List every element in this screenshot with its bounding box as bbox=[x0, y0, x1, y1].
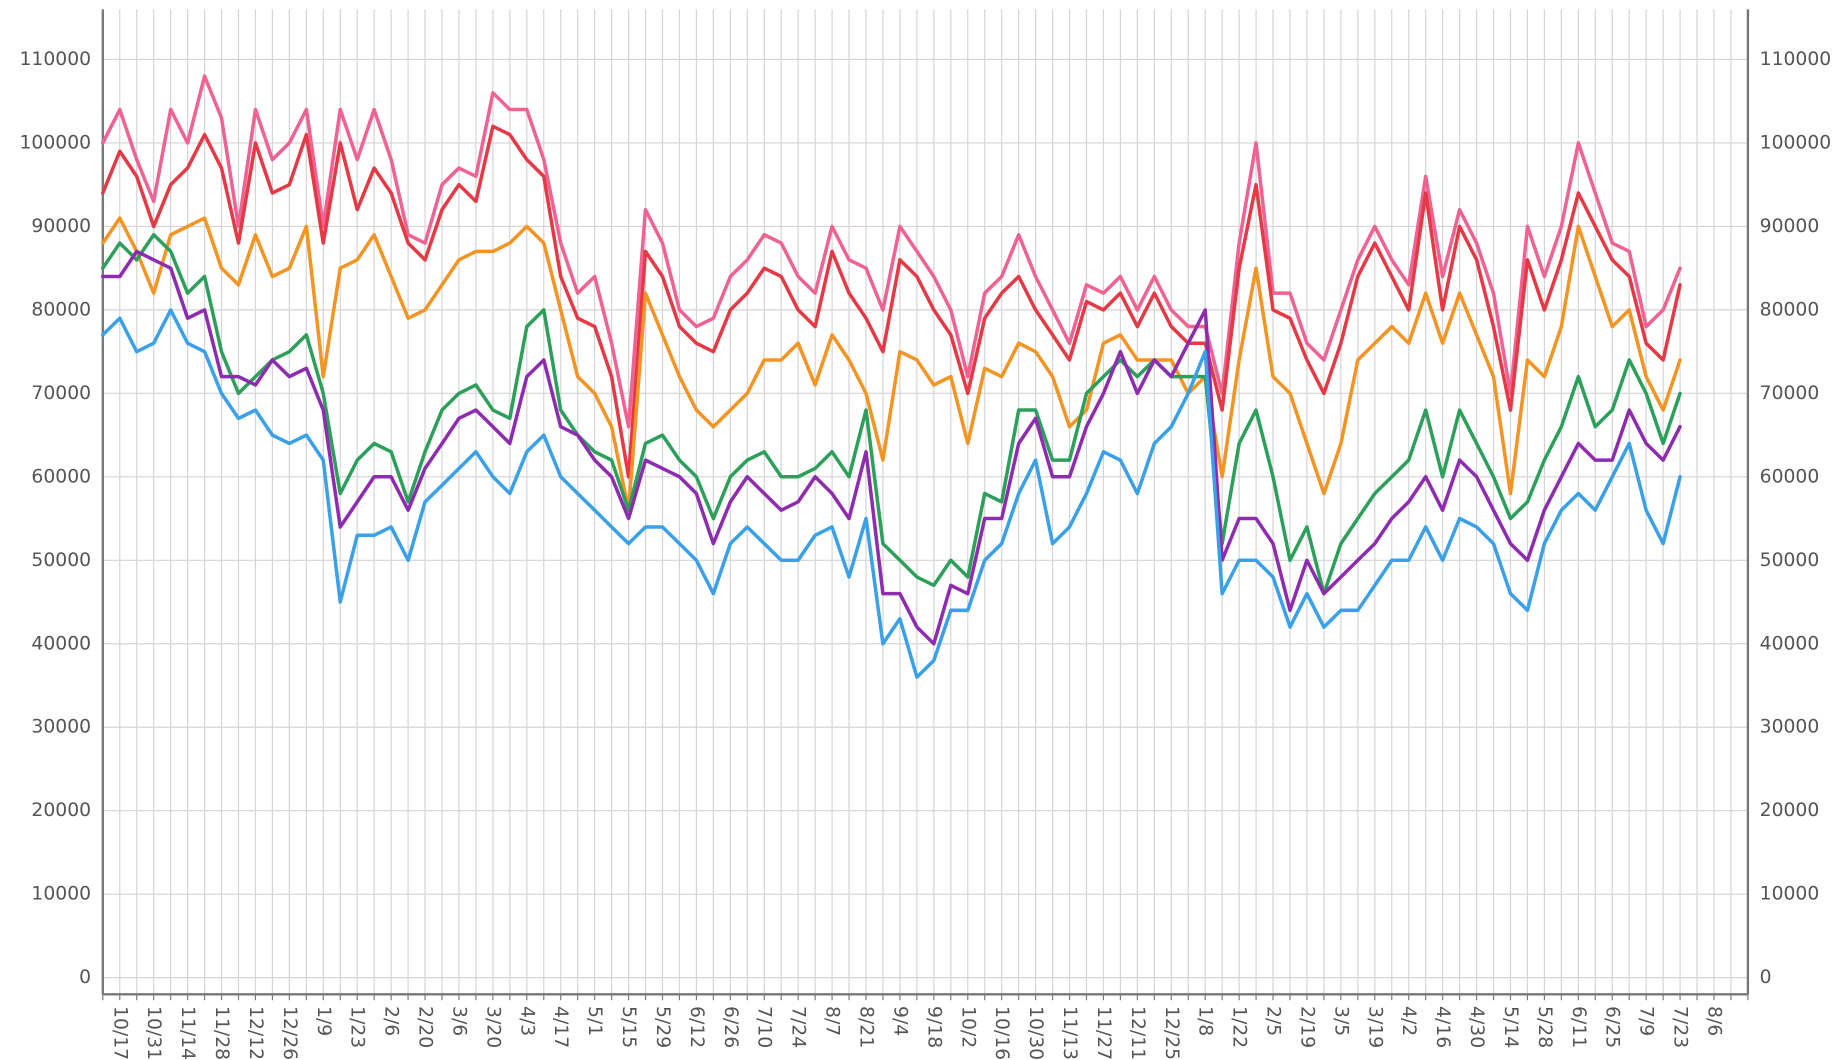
x-tick-label: 5/15 bbox=[618, 1006, 639, 1048]
x-tick-label: 4/17 bbox=[550, 1006, 571, 1048]
x-tick-label: 8/6 bbox=[1703, 1006, 1724, 1036]
x-tick-label: 11/13 bbox=[1059, 1006, 1080, 1060]
y2-tick-label: 90000 bbox=[1760, 216, 1820, 237]
x-tick-label: 2/20 bbox=[415, 1006, 436, 1048]
y-tick-label: 20000 bbox=[31, 800, 91, 821]
x-tick-label: 6/25 bbox=[1602, 1006, 1623, 1048]
y-tick-label: 110000 bbox=[20, 49, 92, 70]
x-tick-label: 8/21 bbox=[856, 1006, 877, 1048]
y-tick-label: 50000 bbox=[31, 550, 91, 571]
y-tick-label: 10000 bbox=[31, 884, 91, 905]
series-line bbox=[101, 308, 1682, 679]
y2-tick-label: 100000 bbox=[1760, 132, 1832, 153]
x-tick-label: 5/1 bbox=[584, 1006, 605, 1036]
x-tick-label: 1/23 bbox=[347, 1006, 368, 1048]
x-tick-label: 10/17 bbox=[109, 1006, 130, 1060]
x-tick-label: 6/11 bbox=[1568, 1006, 1589, 1048]
x-tick-label: 3/20 bbox=[482, 1006, 503, 1048]
x-tick-label: 2/5 bbox=[1263, 1006, 1284, 1036]
x-tick-label: 5/29 bbox=[652, 1006, 673, 1048]
y-tick-label: 40000 bbox=[31, 633, 91, 654]
x-tick-label: 2/19 bbox=[1296, 1006, 1317, 1048]
x-tick-label: 4/2 bbox=[1398, 1006, 1419, 1036]
x-tick-label: 7/9 bbox=[1636, 1006, 1657, 1036]
x-tick-label: 3/19 bbox=[1364, 1006, 1385, 1048]
y2-tick-label: 0 bbox=[1760, 967, 1772, 988]
y2-tick-label: 80000 bbox=[1760, 299, 1820, 320]
x-tick-label: 4/16 bbox=[1432, 1006, 1453, 1048]
x-tick-label: 1/22 bbox=[1229, 1006, 1250, 1048]
y2-tick-label: 70000 bbox=[1760, 383, 1820, 404]
x-tick-label: 2/6 bbox=[381, 1006, 402, 1036]
y-tick-label: 60000 bbox=[31, 466, 91, 487]
x-tick-label: 7/24 bbox=[788, 1006, 809, 1048]
series-line bbox=[101, 124, 1682, 479]
x-tick-label: 9/18 bbox=[923, 1006, 944, 1048]
x-tick-label: 11/14 bbox=[177, 1006, 198, 1060]
x-tick-label: 7/23 bbox=[1670, 1006, 1691, 1048]
x-tick-label: 1/9 bbox=[313, 1006, 334, 1036]
x-tick-label: 3/6 bbox=[448, 1006, 469, 1036]
y-tick-label: 70000 bbox=[31, 383, 91, 404]
x-tick-label: 3/5 bbox=[1330, 1006, 1351, 1036]
y-tick-label: 0 bbox=[79, 967, 91, 988]
y2-tick-label: 50000 bbox=[1760, 550, 1820, 571]
y-tick-label: 30000 bbox=[31, 717, 91, 738]
y2-tick-label: 60000 bbox=[1760, 466, 1820, 487]
y-tick-label: 90000 bbox=[31, 216, 91, 237]
y-tick-label: 80000 bbox=[31, 299, 91, 320]
series-line bbox=[101, 232, 1682, 596]
y2-tick-label: 110000 bbox=[1760, 49, 1832, 70]
x-tick-label: 9/4 bbox=[889, 1006, 910, 1036]
y2-tick-label: 20000 bbox=[1760, 800, 1820, 821]
x-tick-label: 1/8 bbox=[1195, 1006, 1216, 1036]
x-tick-label: 10/2 bbox=[957, 1006, 978, 1048]
x-tick-label: 12/12 bbox=[245, 1006, 266, 1060]
x-tick-label: 11/27 bbox=[1093, 1006, 1114, 1060]
y2-tick-label: 40000 bbox=[1760, 633, 1820, 654]
x-tick-label: 6/26 bbox=[720, 1006, 741, 1048]
y2-tick-label: 10000 bbox=[1760, 884, 1820, 905]
series-line bbox=[101, 249, 1682, 646]
x-tick-label: 12/25 bbox=[1161, 1006, 1182, 1060]
series-line bbox=[101, 216, 1682, 512]
x-tick-label: 10/30 bbox=[1025, 1006, 1046, 1060]
x-tick-label: 12/11 bbox=[1127, 1006, 1148, 1060]
x-tick-label: 10/31 bbox=[143, 1006, 164, 1060]
x-tick-label: 4/30 bbox=[1466, 1006, 1487, 1048]
x-tick-label: 12/26 bbox=[279, 1006, 300, 1060]
x-tick-label: 7/10 bbox=[754, 1006, 775, 1048]
series-line bbox=[101, 74, 1682, 429]
x-tick-label: 5/14 bbox=[1500, 1006, 1521, 1048]
x-tick-label: 10/16 bbox=[991, 1006, 1012, 1060]
y-tick-label: 100000 bbox=[20, 132, 92, 153]
x-tick-label: 11/28 bbox=[211, 1006, 232, 1060]
x-tick-label: 8/7 bbox=[822, 1006, 843, 1036]
x-tick-label: 4/3 bbox=[516, 1006, 537, 1036]
x-tick-label: 5/28 bbox=[1534, 1006, 1555, 1048]
x-tick-label: 6/12 bbox=[686, 1006, 707, 1048]
y2-tick-label: 30000 bbox=[1760, 717, 1820, 738]
